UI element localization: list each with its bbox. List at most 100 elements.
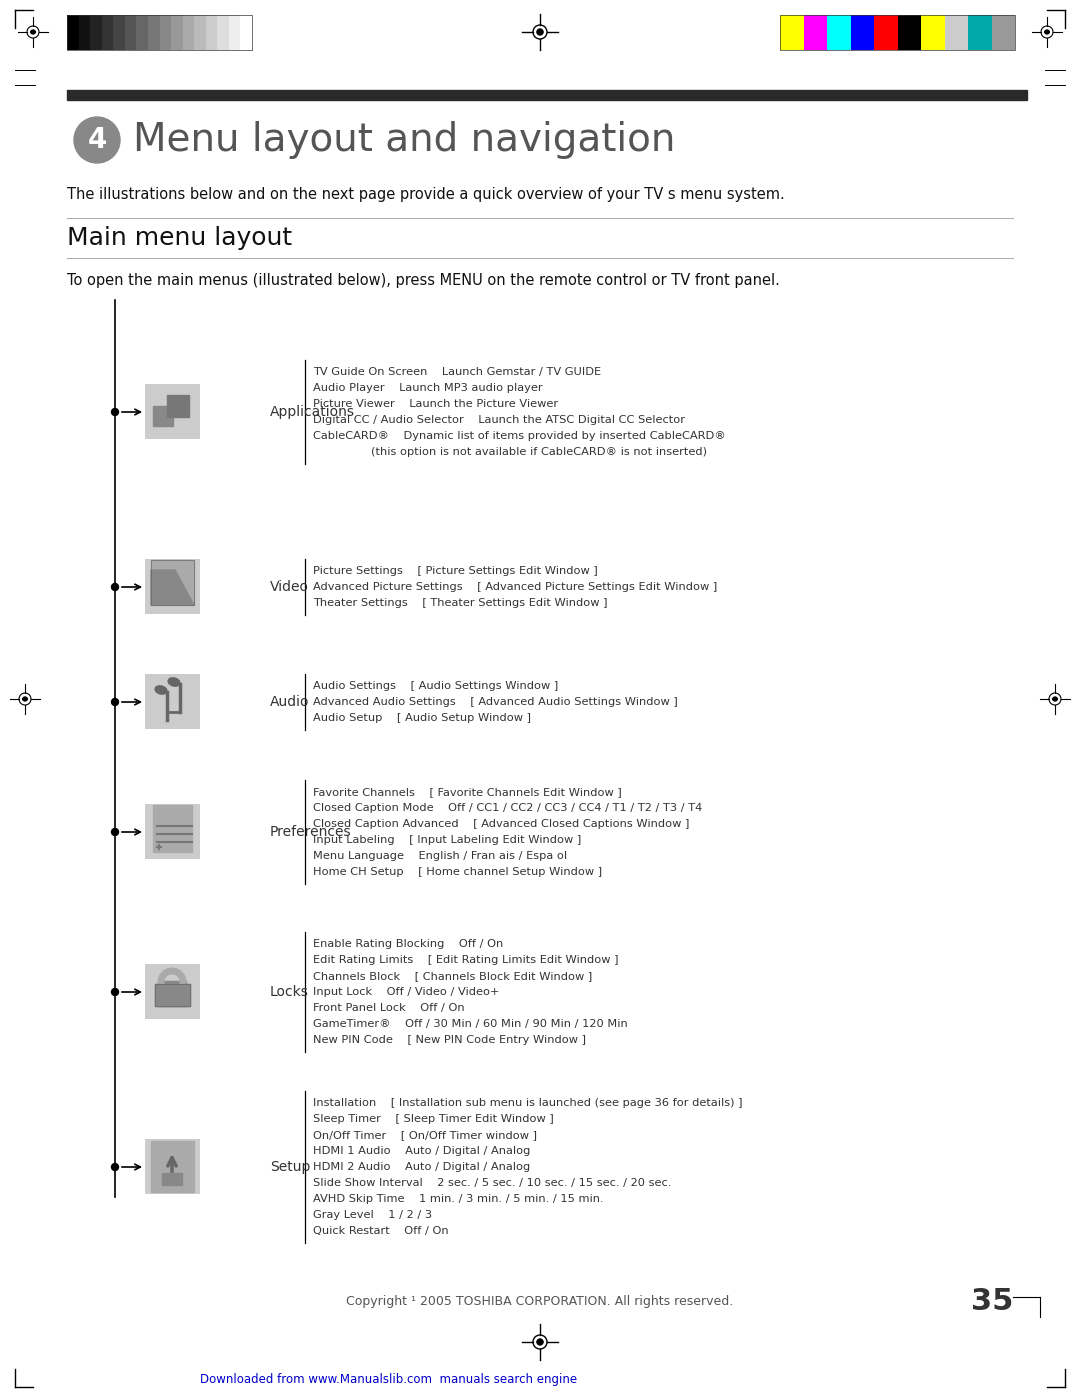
Bar <box>151 1141 194 1192</box>
Bar <box>102 15 113 50</box>
Bar <box>125 15 136 50</box>
Text: Edit Rating Limits    [ Edit Rating Limits Edit Window ]: Edit Rating Limits [ Edit Rating Limits … <box>313 956 619 965</box>
Circle shape <box>111 828 119 835</box>
Bar <box>780 15 804 50</box>
Text: Gray Level    1 / 2 / 3: Gray Level 1 / 2 / 3 <box>313 1210 432 1220</box>
Text: Input Labeling    [ Input Labeling Edit Window ]: Input Labeling [ Input Labeling Edit Win… <box>313 835 581 845</box>
Ellipse shape <box>1044 31 1050 34</box>
Circle shape <box>1045 29 1049 34</box>
Bar <box>217 15 229 50</box>
Bar <box>183 15 194 50</box>
Text: Closed Caption Mode    Off / CC1 / CC2 / CC3 / CC4 / T1 / T2 / T3 / T4: Closed Caption Mode Off / CC1 / CC2 / CC… <box>313 803 702 813</box>
Circle shape <box>537 29 543 35</box>
Text: HDMI 2 Audio    Auto / Digital / Analog: HDMI 2 Audio Auto / Digital / Analog <box>313 1162 530 1172</box>
Ellipse shape <box>537 31 543 34</box>
Bar <box>151 560 194 605</box>
Text: Applications: Applications <box>270 405 355 419</box>
Bar <box>804 15 827 50</box>
Bar <box>156 983 190 1006</box>
Text: Advanced Audio Settings    [ Advanced Audio Settings Window ]: Advanced Audio Settings [ Advanced Audio… <box>313 697 678 707</box>
Bar <box>156 983 190 1006</box>
Text: Digital CC / Audio Selector    Launch the ATSC Digital CC Selector: Digital CC / Audio Selector Launch the A… <box>313 415 685 425</box>
Text: Audio: Audio <box>270 694 310 710</box>
Bar <box>851 15 874 50</box>
Circle shape <box>111 408 119 415</box>
Text: HDMI 1 Audio    Auto / Digital / Analog: HDMI 1 Audio Auto / Digital / Analog <box>313 1146 530 1155</box>
Bar <box>153 407 173 426</box>
Bar <box>171 15 183 50</box>
Bar <box>241 15 252 50</box>
Bar <box>113 15 125 50</box>
Ellipse shape <box>156 686 167 694</box>
Bar <box>167 395 189 416</box>
Text: Downloaded from www.Manualslib.com  manuals search engine: Downloaded from www.Manualslib.com manua… <box>200 1372 577 1386</box>
Text: The illustrations below and on the next page provide a quick overview of your TV: The illustrations below and on the next … <box>67 187 785 203</box>
Text: Menu layout and navigation: Menu layout and navigation <box>133 122 675 159</box>
Text: Slide Show Interval    2 sec. / 5 sec. / 10 sec. / 15 sec. / 20 sec.: Slide Show Interval 2 sec. / 5 sec. / 10… <box>313 1178 672 1187</box>
Text: Closed Caption Advanced    [ Advanced Closed Captions Window ]: Closed Caption Advanced [ Advanced Close… <box>313 819 689 828</box>
Bar <box>136 15 148 50</box>
Text: Setup: Setup <box>270 1160 310 1173</box>
Bar <box>897 15 921 50</box>
Text: Locks: Locks <box>270 985 309 999</box>
Ellipse shape <box>1053 697 1057 700</box>
Text: GameTimer®    Off / 30 Min / 60 Min / 90 Min / 120 Min: GameTimer® Off / 30 Min / 60 Min / 90 Mi… <box>313 1018 627 1030</box>
Text: Enable Rating Blocking    Off / On: Enable Rating Blocking Off / On <box>313 939 503 949</box>
Text: Installation    [ Installation sub menu is launched (see page 36 for details) ]: Installation [ Installation sub menu is … <box>313 1098 743 1108</box>
Text: Advanced Picture Settings    [ Advanced Picture Settings Edit Window ]: Advanced Picture Settings [ Advanced Pic… <box>313 583 717 592</box>
Bar <box>991 15 1015 50</box>
Bar <box>827 15 851 50</box>
Circle shape <box>1053 697 1057 701</box>
Text: Theater Settings    [ Theater Settings Edit Window ]: Theater Settings [ Theater Settings Edit… <box>313 598 607 608</box>
Bar <box>145 1139 200 1194</box>
Text: Preferences: Preferences <box>270 826 352 840</box>
Polygon shape <box>151 570 194 605</box>
Text: 35: 35 <box>971 1288 1013 1316</box>
Bar <box>79 15 90 50</box>
Bar <box>145 384 200 439</box>
Circle shape <box>111 989 119 996</box>
Bar <box>921 15 945 50</box>
Text: Front Panel Lock    Off / On: Front Panel Lock Off / On <box>313 1003 464 1013</box>
Text: New PIN Code    [ New PIN Code Entry Window ]: New PIN Code [ New PIN Code Entry Window… <box>313 1035 586 1045</box>
Text: 4: 4 <box>87 126 107 154</box>
Bar <box>145 559 200 615</box>
Text: Input Lock    Off / Video / Video+: Input Lock Off / Video / Video+ <box>313 988 499 997</box>
Text: (this option is not available if CableCARD® is not inserted): (this option is not available if CableCA… <box>313 447 707 457</box>
Ellipse shape <box>168 678 180 686</box>
Bar <box>67 15 252 50</box>
Bar <box>90 15 102 50</box>
Bar <box>67 89 1027 101</box>
Text: Channels Block    [ Channels Block Edit Window ]: Channels Block [ Channels Block Edit Win… <box>313 971 592 981</box>
Text: Main menu layout: Main menu layout <box>67 226 292 250</box>
Bar <box>148 15 160 50</box>
Bar <box>160 15 171 50</box>
Bar <box>67 15 79 50</box>
Bar <box>151 560 194 605</box>
Bar <box>229 15 241 50</box>
Text: Home CH Setup    [ Home channel Setup Window ]: Home CH Setup [ Home channel Setup Windo… <box>313 868 603 877</box>
Circle shape <box>111 584 119 591</box>
Bar <box>968 15 991 50</box>
Circle shape <box>75 117 120 163</box>
Bar <box>162 1173 183 1185</box>
Bar <box>159 981 186 1006</box>
Text: Video: Video <box>270 580 309 594</box>
Text: Picture Viewer    Launch the Picture Viewer: Picture Viewer Launch the Picture Viewer <box>313 400 558 409</box>
Text: Audio Settings    [ Audio Settings Window ]: Audio Settings [ Audio Settings Window ] <box>313 680 558 692</box>
Ellipse shape <box>537 1341 543 1344</box>
Bar <box>780 15 1015 50</box>
Bar <box>206 15 217 50</box>
Bar <box>145 964 200 1018</box>
Text: CableCARD®    Dynamic list of items provided by inserted CableCARD®: CableCARD® Dynamic list of items provide… <box>313 432 726 441</box>
Ellipse shape <box>23 697 27 700</box>
Text: Audio Setup    [ Audio Setup Window ]: Audio Setup [ Audio Setup Window ] <box>313 712 531 724</box>
Ellipse shape <box>30 31 36 34</box>
Text: To open the main menus (illustrated below), press MENU on the remote control or : To open the main menus (illustrated belo… <box>67 272 780 288</box>
Bar <box>874 15 897 50</box>
Text: Favorite Channels    [ Favorite Channels Edit Window ]: Favorite Channels [ Favorite Channels Ed… <box>313 787 622 798</box>
Text: Picture Settings    [ Picture Settings Edit Window ]: Picture Settings [ Picture Settings Edit… <box>313 566 597 576</box>
Bar <box>156 983 190 1006</box>
Text: Sleep Timer    [ Sleep Timer Edit Window ]: Sleep Timer [ Sleep Timer Edit Window ] <box>313 1113 554 1125</box>
Bar <box>145 805 200 859</box>
